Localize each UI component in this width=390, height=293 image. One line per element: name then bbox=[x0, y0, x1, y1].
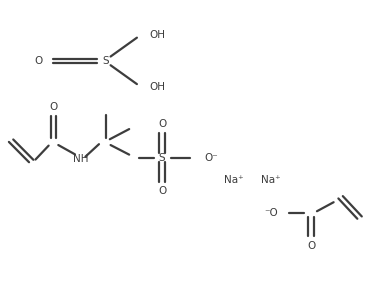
Text: Na⁺: Na⁺ bbox=[261, 175, 280, 185]
Text: O⁻: O⁻ bbox=[205, 153, 218, 163]
Text: NH: NH bbox=[73, 154, 89, 164]
Text: ⁻O: ⁻O bbox=[264, 208, 278, 218]
Text: S: S bbox=[159, 153, 165, 163]
Text: S: S bbox=[103, 56, 109, 66]
Text: O: O bbox=[158, 186, 166, 197]
Text: OH: OH bbox=[150, 30, 166, 40]
Text: O: O bbox=[158, 119, 166, 129]
Text: O: O bbox=[35, 56, 43, 66]
Text: Na⁺: Na⁺ bbox=[224, 175, 243, 185]
Text: O: O bbox=[50, 102, 58, 112]
Text: OH: OH bbox=[150, 82, 166, 92]
Text: O: O bbox=[307, 241, 315, 251]
